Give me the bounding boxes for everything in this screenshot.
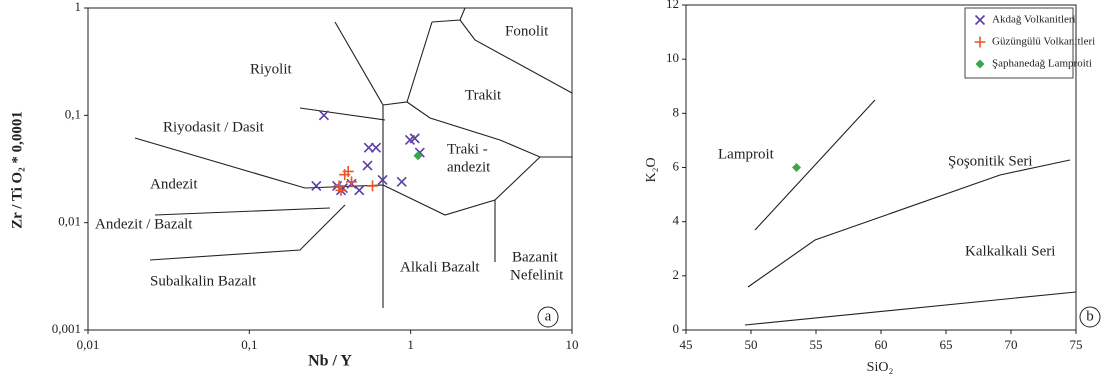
y-tick-label: 1 [75, 0, 82, 14]
point [363, 142, 374, 153]
point [396, 176, 407, 187]
field-label: Bazanit [512, 249, 559, 265]
panel-label: a [545, 308, 552, 324]
point [335, 184, 347, 196]
y-tick-label: 0,1 [65, 106, 81, 121]
point [413, 151, 423, 161]
panel-label: b [1086, 308, 1094, 324]
field-label: Lamproit [718, 146, 775, 162]
field-label: Andezit [150, 176, 198, 192]
point [362, 160, 373, 171]
field-label: Şoşonitik Seri [948, 153, 1033, 169]
legend-label: Güzüngülü Volkanitleri [992, 36, 1095, 48]
field-label: Riyodasit / Dasit [163, 119, 265, 135]
x-tick-label: 0,01 [77, 337, 100, 352]
legend-box [964, 7, 1074, 79]
field-boundaries [134, 7, 573, 308]
field-label: Fonolit [505, 23, 549, 39]
panel-badge [537, 306, 559, 328]
field-label: Alkali Bazalt [400, 259, 480, 275]
point [342, 165, 354, 177]
field-label: Trakit [465, 87, 502, 103]
field-label: Riyolit [250, 61, 293, 77]
field-label: Subalkalin Bazalt [150, 273, 257, 289]
x-tick-label: 45 [680, 337, 693, 352]
x-tick-label: 10 [566, 337, 579, 352]
y-tick-label: 0,01 [58, 214, 81, 229]
y-tick-label: 2 [673, 267, 680, 282]
x-tick-label: 75 [1070, 337, 1083, 352]
panel-badge [1079, 306, 1101, 328]
series-boundaries [744, 99, 1077, 326]
point [311, 180, 322, 191]
x-tick-label: 50 [745, 337, 758, 352]
point [346, 176, 358, 188]
field-label: Traki - [447, 141, 488, 157]
y-tick-label: 12 [666, 0, 679, 11]
point [377, 174, 388, 186]
y-tick-label: 0,001 [52, 321, 81, 336]
x-tick-label: 65 [940, 337, 953, 352]
plot-frame [87, 7, 573, 331]
legend-marker [974, 36, 986, 48]
x-axis-label: Nb / Y [308, 353, 352, 370]
field-label: Nefelinit [510, 267, 564, 283]
x-tick-label: 60 [875, 337, 888, 352]
y-tick-label: 10 [666, 50, 679, 65]
point [318, 110, 329, 121]
field-label: Kalkalkali Seri [965, 243, 1055, 259]
x-tick-label: 70 [1005, 337, 1018, 352]
y-tick-label: 6 [673, 158, 680, 173]
y-tick-label: 8 [673, 104, 680, 119]
x-tick-label: 1 [407, 337, 414, 352]
legend-label: Akdağ Volkanitleri [992, 14, 1076, 26]
legend-label: Şaphanedağ Lamproiti [992, 58, 1092, 70]
point [370, 142, 382, 153]
field-label: andezit [447, 159, 491, 175]
point [367, 180, 378, 192]
field-label: Andezit / Bazalt [95, 216, 193, 232]
y-tick-label: 0 [673, 321, 680, 336]
point [354, 185, 365, 196]
x-tick-label: 0,1 [241, 337, 257, 352]
point [409, 133, 420, 144]
x-axis-label: SiO₂ [867, 360, 894, 375]
point [792, 163, 801, 172]
legend-marker [974, 14, 986, 26]
x-tick-label: 55 [810, 337, 823, 352]
y-axis-label: Zr / Ti O₂ * 0,0001 [9, 111, 25, 229]
y-axis-label: K₂O [644, 157, 659, 182]
y-tick-label: 4 [673, 213, 680, 228]
legend-marker [975, 59, 985, 69]
